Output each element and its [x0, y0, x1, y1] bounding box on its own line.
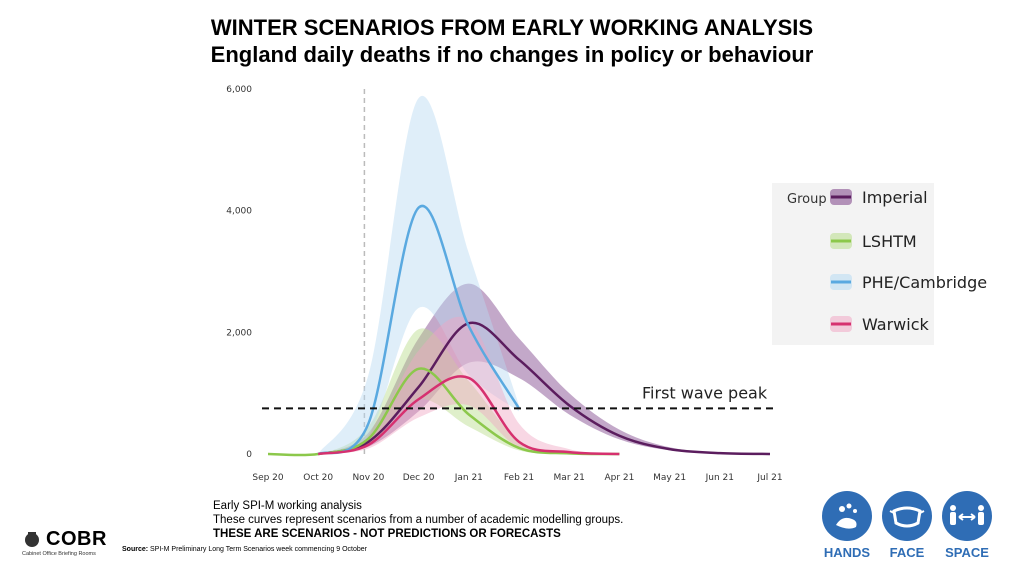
logo-word: COBR — [46, 528, 107, 550]
title-block: WINTER SCENARIOS FROM EARLY WORKING ANAL… — [0, 14, 1024, 68]
x-tick-label: Sep 20 — [252, 473, 284, 483]
source-label: Source: — [122, 546, 149, 553]
band-lshtm — [268, 328, 620, 457]
hands-label: HANDS — [823, 545, 871, 560]
line-phecambridge — [317, 204, 521, 456]
source-note: Source: SPI-M Preliminary Long Term Scen… — [122, 546, 367, 553]
x-tick-label: Jan 21 — [454, 473, 483, 483]
hands-icon — [822, 491, 872, 541]
x-tick-label: Apr 21 — [604, 473, 634, 483]
legend-label: Imperial — [862, 188, 928, 207]
y-tick-label: 6,000 — [226, 85, 252, 95]
x-tick-label: Jun 21 — [705, 473, 734, 483]
note-line-3: THESE ARE SCENARIOS - NOT PREDICTIONS OR… — [213, 528, 561, 540]
note-line-1: Early SPI-M working analysis — [213, 500, 362, 512]
legend-box — [772, 183, 934, 345]
band-phecambridge — [318, 95, 519, 455]
x-tick-label: Dec 20 — [403, 473, 435, 483]
line-imperial — [317, 321, 771, 456]
crest-icon — [25, 532, 39, 547]
space-icon — [942, 491, 992, 541]
x-tick-label: Jul 21 — [756, 473, 782, 483]
line-warwick — [317, 375, 620, 456]
x-tick-label: Feb 21 — [504, 473, 534, 483]
space-label: SPACE — [945, 545, 989, 560]
x-tick-label: Nov 20 — [352, 473, 384, 483]
logo-subtitle: Cabinet Office Briefing Rooms — [22, 551, 96, 557]
note-line-2: These curves represent scenarios from a … — [213, 514, 624, 526]
x-tick-label: May 21 — [653, 473, 686, 483]
y-tick-label: 2,000 — [226, 328, 252, 338]
y-tick-label: 4,000 — [226, 207, 252, 217]
band-imperial — [318, 283, 770, 454]
chart-subtitle: England daily deaths if no changes in po… — [210, 42, 814, 67]
y-tick-label: 0 — [246, 450, 252, 460]
face-icon — [882, 491, 932, 541]
notes-block: Early SPI-M working analysis These curve… — [213, 499, 623, 541]
x-tick-label: Mar 21 — [554, 473, 585, 483]
chart-title: WINTER SCENARIOS FROM EARLY WORKING ANAL… — [210, 15, 814, 40]
legend-title: Group — [787, 192, 827, 207]
first-wave-peak-label: First wave peak — [642, 383, 768, 402]
band-warwick — [318, 316, 620, 455]
legend-label: Warwick — [862, 315, 930, 334]
x-tick-label: Oct 20 — [303, 473, 333, 483]
face-label: FACE — [889, 545, 925, 560]
source-text: SPI-M Preliminary Long Term Scenarios we… — [148, 546, 367, 553]
cobr-logo: COBR Cabinet Office Briefing Rooms — [22, 525, 122, 565]
legend-label: LSHTM — [862, 232, 917, 251]
legend-label: PHE/Cambridge — [862, 273, 987, 292]
